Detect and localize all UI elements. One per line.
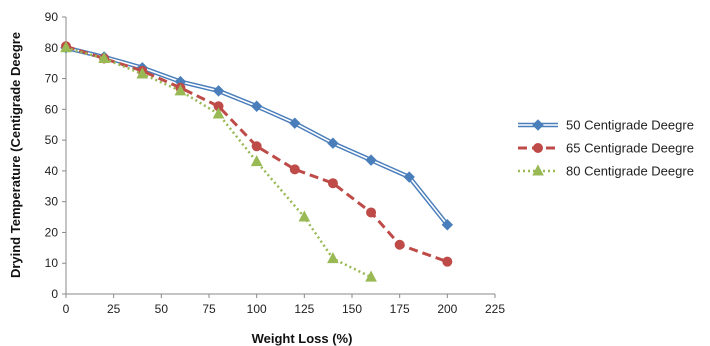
y-tick-label: 20: [45, 225, 59, 239]
x-tick-label: 0: [63, 302, 70, 316]
axes: [65, 17, 495, 295]
series-line: [65, 44, 448, 264]
data-point: [366, 207, 377, 218]
ticks: 0 25 50 75 100 125 150 175 200 225 0 10 20 30 40 50 60 70…: [45, 10, 506, 316]
y-tick-label: 70: [45, 72, 59, 86]
series-line: [65, 45, 450, 227]
series-layer: [60, 41, 454, 282]
y-tick-label: 0: [51, 287, 58, 301]
data-point: [60, 41, 72, 53]
x-tick-label: 75: [202, 302, 216, 316]
x-tick-label: 150: [342, 302, 362, 316]
legend-swatch-marker: [533, 143, 543, 153]
legend: 50 Centigrade Deegre 65 Centigrade Deegre…: [518, 118, 694, 179]
data-point: [365, 270, 377, 282]
series-line: [65, 46, 372, 279]
legend-label: 65 Centigrade Deegre: [566, 141, 694, 156]
data-point: [442, 256, 453, 267]
data-point: [212, 107, 225, 119]
data-point: [174, 84, 187, 96]
y-axis-title: Dryind Temperature (Centigrade Deegre: [8, 32, 23, 278]
x-tick-label: 50: [155, 302, 169, 316]
legend-swatch-marker: [532, 119, 544, 131]
y-tick-label: 50: [45, 133, 59, 147]
y-tick-label: 30: [45, 195, 59, 209]
data-point: [327, 178, 338, 189]
x-tick-label: 25: [107, 302, 121, 316]
series-line-inner: [65, 47, 448, 226]
data-point: [327, 137, 339, 149]
data-point: [250, 100, 263, 112]
legend-label: 80 Centigrade Deegre: [566, 164, 694, 179]
data-point: [327, 252, 339, 264]
legend-item: 80 Centigrade Deegre: [518, 164, 694, 179]
data-point: [394, 239, 405, 250]
data-point: [289, 164, 300, 175]
x-axis-title: Weight Loss (%): [252, 331, 353, 346]
legend-swatch-marker: [532, 164, 544, 176]
legend-item: 50 Centigrade Deegre: [518, 118, 694, 133]
series-2: [60, 41, 377, 282]
data-point: [289, 117, 301, 129]
x-tick-label: 200: [437, 302, 457, 316]
y-tick-label: 80: [45, 41, 59, 55]
y-tick-label: 40: [45, 164, 59, 178]
y-tick-label: 90: [45, 10, 59, 24]
x-tick-label: 125: [294, 302, 314, 316]
y-tick-label: 60: [45, 102, 59, 116]
x-tick-label: 225: [485, 302, 505, 316]
data-point: [251, 141, 262, 152]
data-point: [403, 171, 415, 183]
data-point: [98, 51, 110, 64]
data-point: [441, 219, 454, 231]
data-point: [365, 154, 377, 166]
legend-label: 50 Centigrade Deegre: [566, 118, 694, 133]
x-tick-label: 175: [390, 302, 410, 316]
y-tick-label: 10: [45, 256, 59, 270]
series-1: [61, 41, 453, 267]
data-point: [298, 210, 311, 222]
data-point: [250, 155, 263, 167]
x-tick-label: 100: [247, 302, 267, 316]
legend-item: 65 Centigrade Deegre: [518, 141, 694, 156]
data-point: [212, 85, 225, 97]
data-point: [136, 67, 149, 79]
series-0: [60, 42, 454, 231]
